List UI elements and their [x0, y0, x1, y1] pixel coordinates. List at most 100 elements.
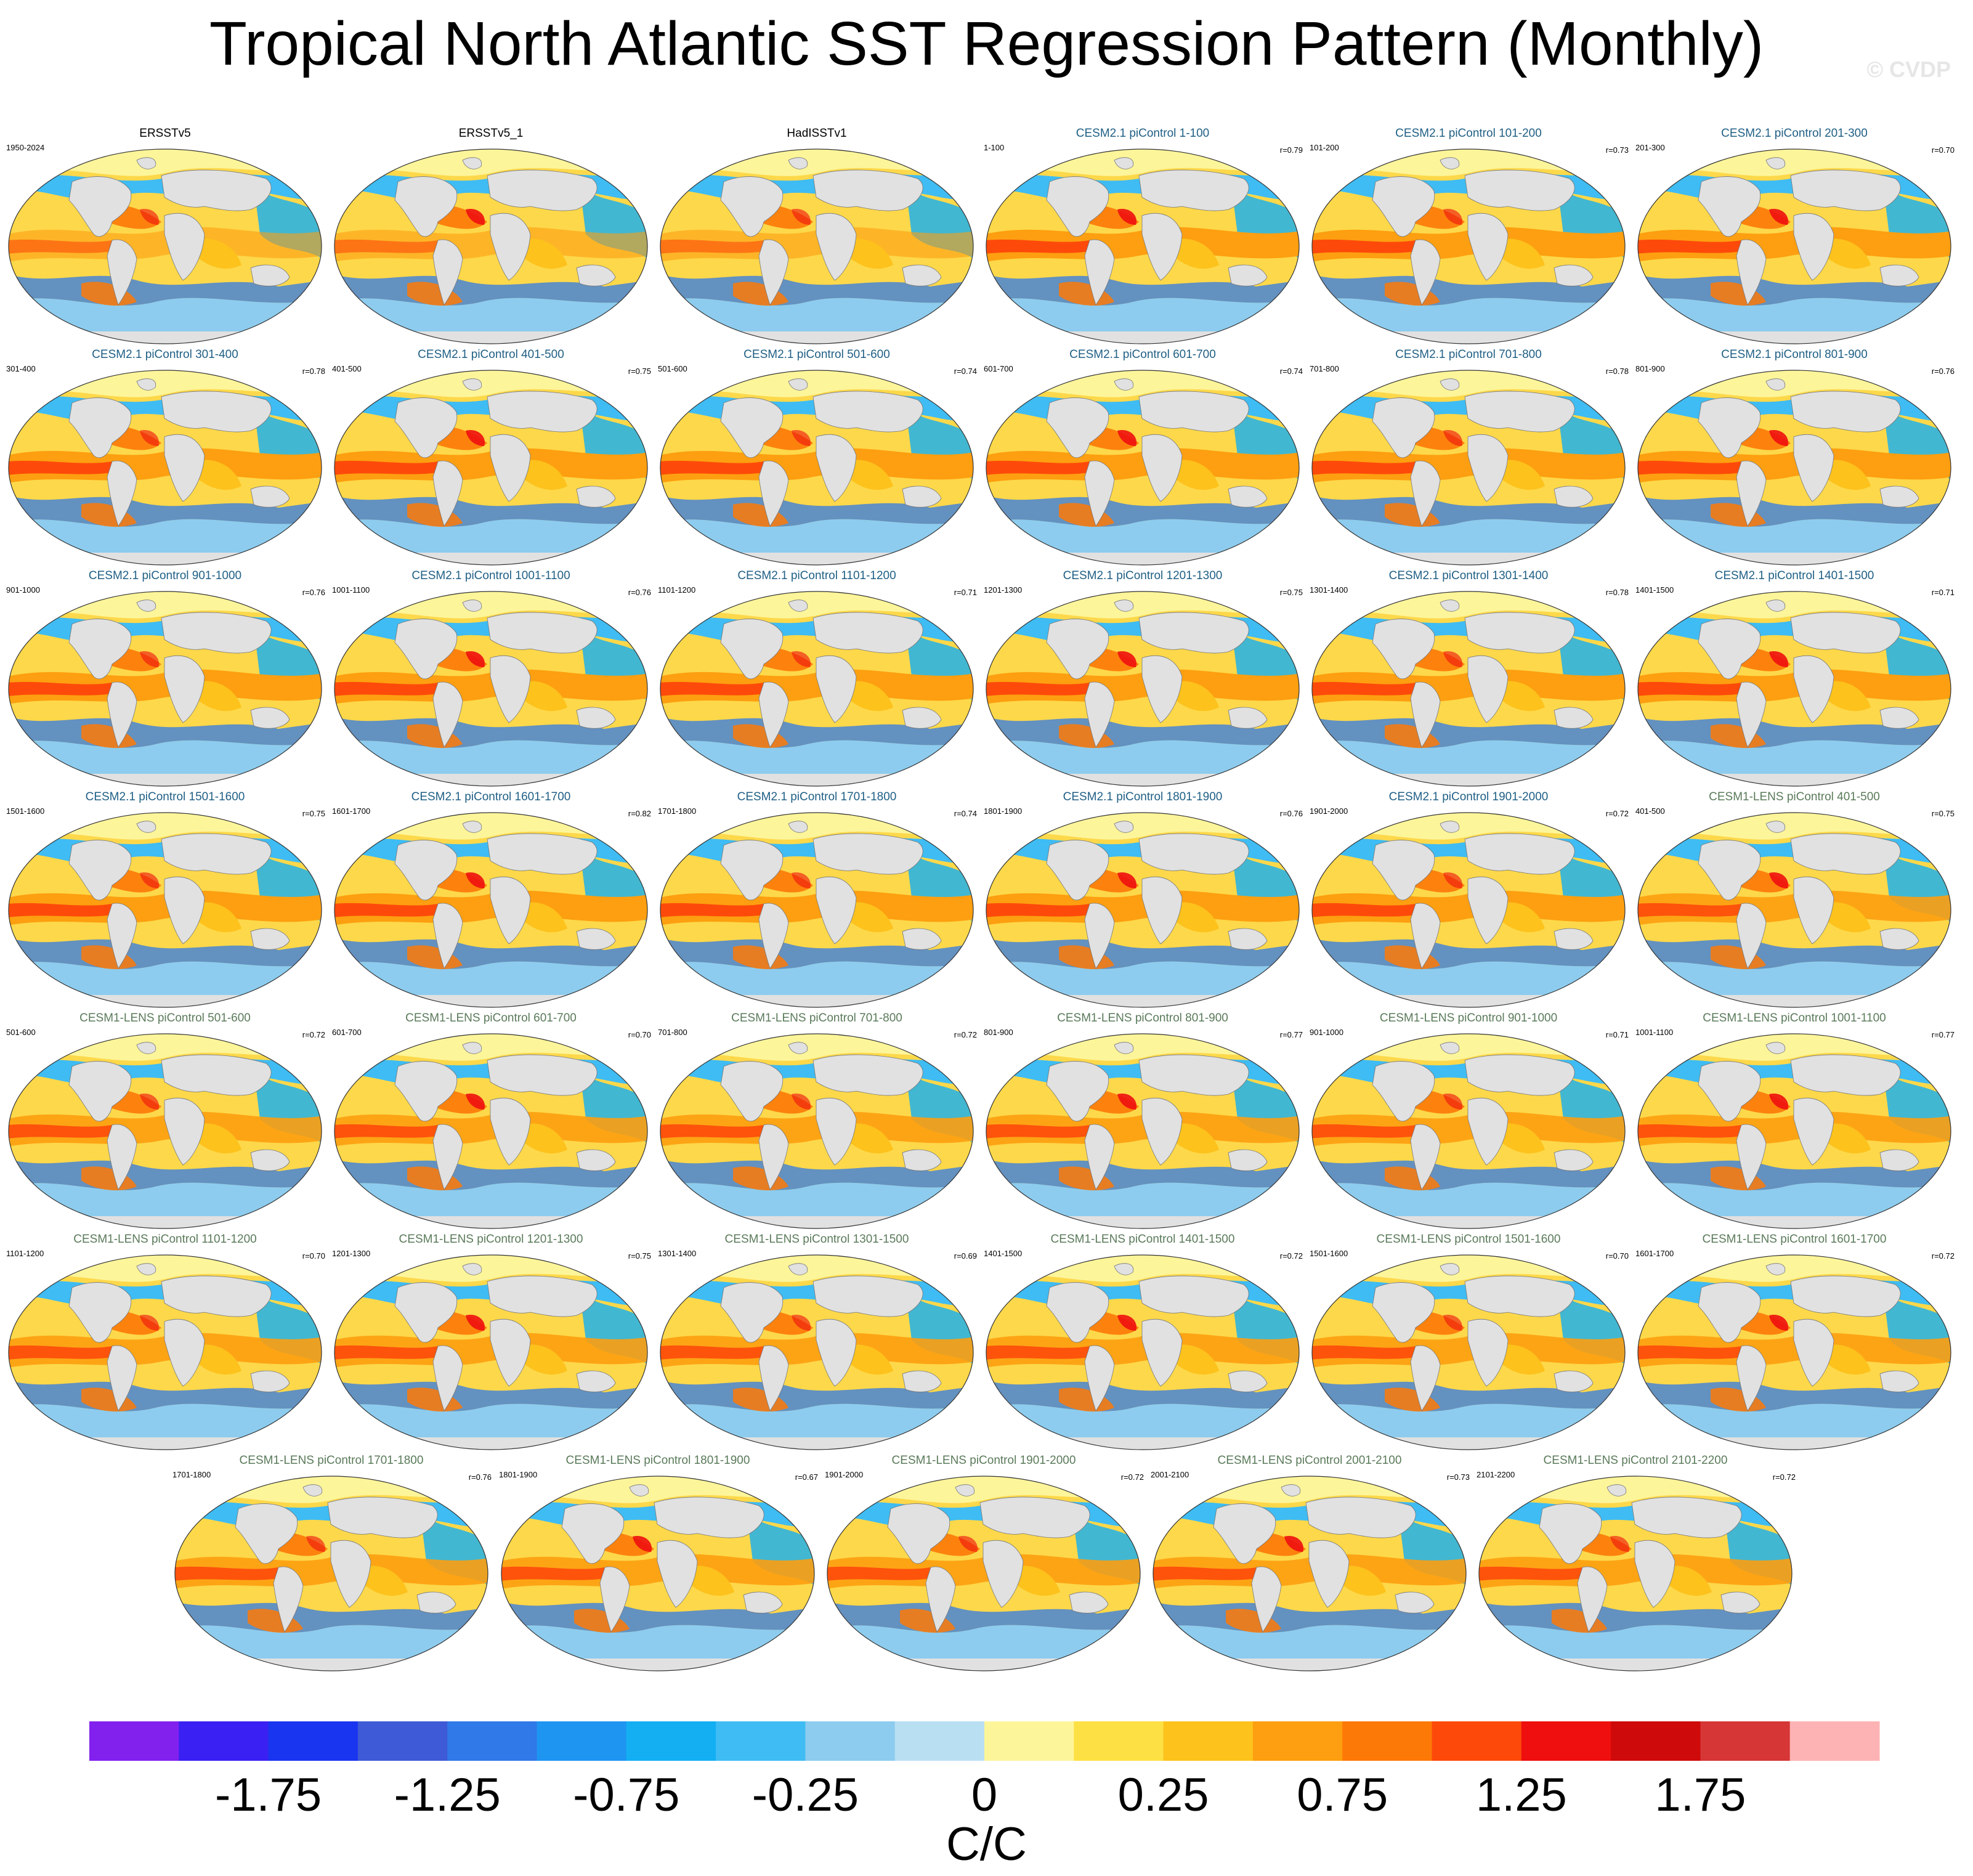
panel-years: 1201-1300	[984, 585, 1023, 595]
panel-years: 801-900	[984, 1028, 1013, 1037]
colorbar-tick-label: 0	[971, 1769, 998, 1821]
panel-pattern-correlation: r=0.75	[302, 809, 325, 818]
map-panel: CESM2.1 piControl 201-300 201-300 r=0.70	[1634, 127, 1955, 346]
panel-pattern-correlation: r=0.75	[1931, 809, 1955, 818]
panel-pattern-correlation: r=0.72	[1605, 809, 1629, 818]
panel-years: 801-900	[1635, 364, 1665, 373]
panel-years: 1701-1800	[172, 1470, 211, 1479]
panel-title: CESM1-LENS piControl 501-600	[79, 1012, 251, 1025]
panel-pattern-correlation: r=0.72	[954, 1030, 977, 1039]
panel-years: 1801-1900	[499, 1470, 538, 1479]
sst-regression-map	[1311, 370, 1626, 566]
map-panel: CESM2.1 piControl 901-1000 901-1000 r=0.76	[5, 569, 325, 788]
panel-pattern-correlation: r=0.75	[628, 1251, 651, 1261]
colorbar-tick-label: -1.75	[214, 1769, 322, 1821]
panel-title: CESM2.1 piControl 1101-1200	[737, 569, 896, 582]
colorbar-segment	[537, 1721, 627, 1761]
panel-pattern-correlation: r=0.76	[302, 588, 325, 597]
panel-pattern-correlation: r=0.74	[1279, 367, 1303, 376]
panel-pattern-correlation: r=0.77	[1931, 1030, 1955, 1039]
colorbar-tick-label: 1.75	[1655, 1769, 1746, 1821]
panel-years: 1001-1100	[1635, 1028, 1674, 1037]
panel-title: ERSSTv5_1	[458, 127, 524, 140]
map-panel: ERSSTv5_1	[331, 127, 651, 346]
panel-title: CESM2.1 piControl 1201-1300	[1063, 569, 1223, 582]
panel-title: ERSSTv5	[139, 127, 191, 140]
panel-years: 1301-1400	[1310, 585, 1348, 595]
panel-pattern-correlation: r=0.79	[1279, 145, 1303, 155]
panel-title: CESM2.1 piControl 401-500	[418, 348, 564, 361]
colorbar-segment	[1074, 1721, 1164, 1761]
panel-title: CESM1-LENS piControl 901-1000	[1379, 1012, 1558, 1025]
sst-regression-map	[986, 812, 1300, 1008]
colorbar-segment	[1789, 1721, 1880, 1761]
sst-regression-map	[1153, 1476, 1467, 1671]
panel-years: 1101-1200	[658, 585, 696, 595]
sst-regression-map	[334, 1033, 648, 1229]
colorbar-segment	[1252, 1721, 1343, 1761]
map-panel: CESM1-LENS piControl 1401-1500 1401-1500 r…	[982, 1233, 1303, 1452]
map-panel: CESM1-LENS piControl 1101-1200 1101-1200 r…	[5, 1233, 325, 1452]
colorbar-tick-label: 0.75	[1297, 1769, 1388, 1821]
panel-title: CESM1-LENS piControl 401-500	[1709, 790, 1880, 803]
sst-regression-map	[8, 812, 322, 1008]
map-panel: CESM1-LENS piControl 1801-1900 1801-1900 r…	[498, 1454, 818, 1673]
panel-years: 1201-1300	[332, 1249, 371, 1258]
panel-pattern-correlation: r=0.76	[1279, 809, 1303, 818]
panel-years: 401-500	[332, 364, 362, 373]
panel-years: 1401-1500	[1635, 585, 1674, 595]
panel-years: 1601-1700	[332, 806, 371, 816]
panel-pattern-correlation: r=0.71	[1605, 1030, 1629, 1039]
panel-title: HadISSTv1	[787, 127, 847, 140]
panel-title: CESM2.1 piControl 501-600	[743, 348, 890, 361]
colorbar-segment	[805, 1721, 896, 1761]
panel-title: CESM2.1 piControl 1501-1600	[85, 790, 245, 803]
panel-years: 301-400	[6, 364, 36, 373]
panel-title: CESM1-LENS piControl 1601-1700	[1702, 1233, 1887, 1246]
panel-years: 1501-1600	[1310, 1249, 1348, 1258]
sst-regression-map	[334, 591, 648, 787]
page-title: Tropical North Atlantic SST Regression P…	[209, 9, 1764, 78]
colorbar-units: C/C	[946, 1818, 1027, 1870]
panel-title: CESM2.1 piControl 1-100	[1076, 127, 1210, 140]
panel-pattern-correlation: r=0.72	[302, 1030, 325, 1039]
sst-regression-map	[334, 1254, 648, 1450]
panel-pattern-correlation: r=0.75	[1279, 588, 1303, 597]
sst-regression-map	[986, 1254, 1300, 1450]
map-panel: HadISSTv1	[657, 127, 977, 346]
map-panel: CESM1-LENS piControl 1701-1800 1701-1800 r…	[171, 1454, 492, 1673]
map-panel: CESM1-LENS piControl 1501-1600 1501-1600 r…	[1308, 1233, 1629, 1452]
map-panel: CESM2.1 piControl 1401-1500 1401-1500 r=0.…	[1634, 569, 1955, 788]
panel-pattern-correlation: r=0.76	[628, 588, 651, 597]
sst-regression-map	[8, 148, 322, 344]
panel-pattern-correlation: r=0.82	[628, 809, 651, 818]
panel-pattern-correlation: r=0.67	[795, 1472, 818, 1482]
sst-regression-map	[334, 812, 648, 1008]
panel-years: 1501-1600	[6, 806, 45, 816]
panel-title: CESM1-LENS piControl 1701-1800	[239, 1454, 424, 1467]
panel-title: CESM2.1 piControl 1801-1900	[1063, 790, 1223, 803]
panel-pattern-correlation: r=0.76	[468, 1472, 492, 1482]
panel-pattern-correlation: r=0.72	[1931, 1251, 1955, 1261]
colorbar-segment	[268, 1721, 359, 1761]
sst-regression-map	[660, 591, 974, 787]
map-panel: CESM1-LENS piControl 701-800 701-800 r=0.7…	[657, 1012, 977, 1230]
panel-years: 601-700	[332, 1028, 362, 1037]
panel-years: 1401-1500	[984, 1249, 1023, 1258]
panel-pattern-correlation: r=0.75	[628, 367, 651, 376]
watermark: © CVDP	[1866, 57, 1951, 82]
sst-regression-map	[1637, 1033, 1951, 1229]
panel-pattern-correlation: r=0.78	[1605, 367, 1629, 376]
colorbar	[89, 1721, 1880, 1761]
panel-title: CESM2.1 piControl 1301-1400	[1388, 569, 1549, 582]
colorbar-segment	[1521, 1721, 1611, 1761]
sst-regression-map	[1311, 1254, 1626, 1450]
panel-years: 1801-1900	[984, 806, 1023, 816]
panel-pattern-correlation: r=0.77	[1279, 1030, 1303, 1039]
colorbar-segment	[716, 1721, 806, 1761]
sst-regression-map	[174, 1476, 488, 1671]
sst-regression-map	[660, 148, 974, 344]
sst-regression-map	[8, 1033, 322, 1229]
map-panel: CESM1-LENS piControl 1001-1100 1001-1100 r…	[1634, 1012, 1955, 1230]
sst-regression-map	[8, 1254, 322, 1450]
